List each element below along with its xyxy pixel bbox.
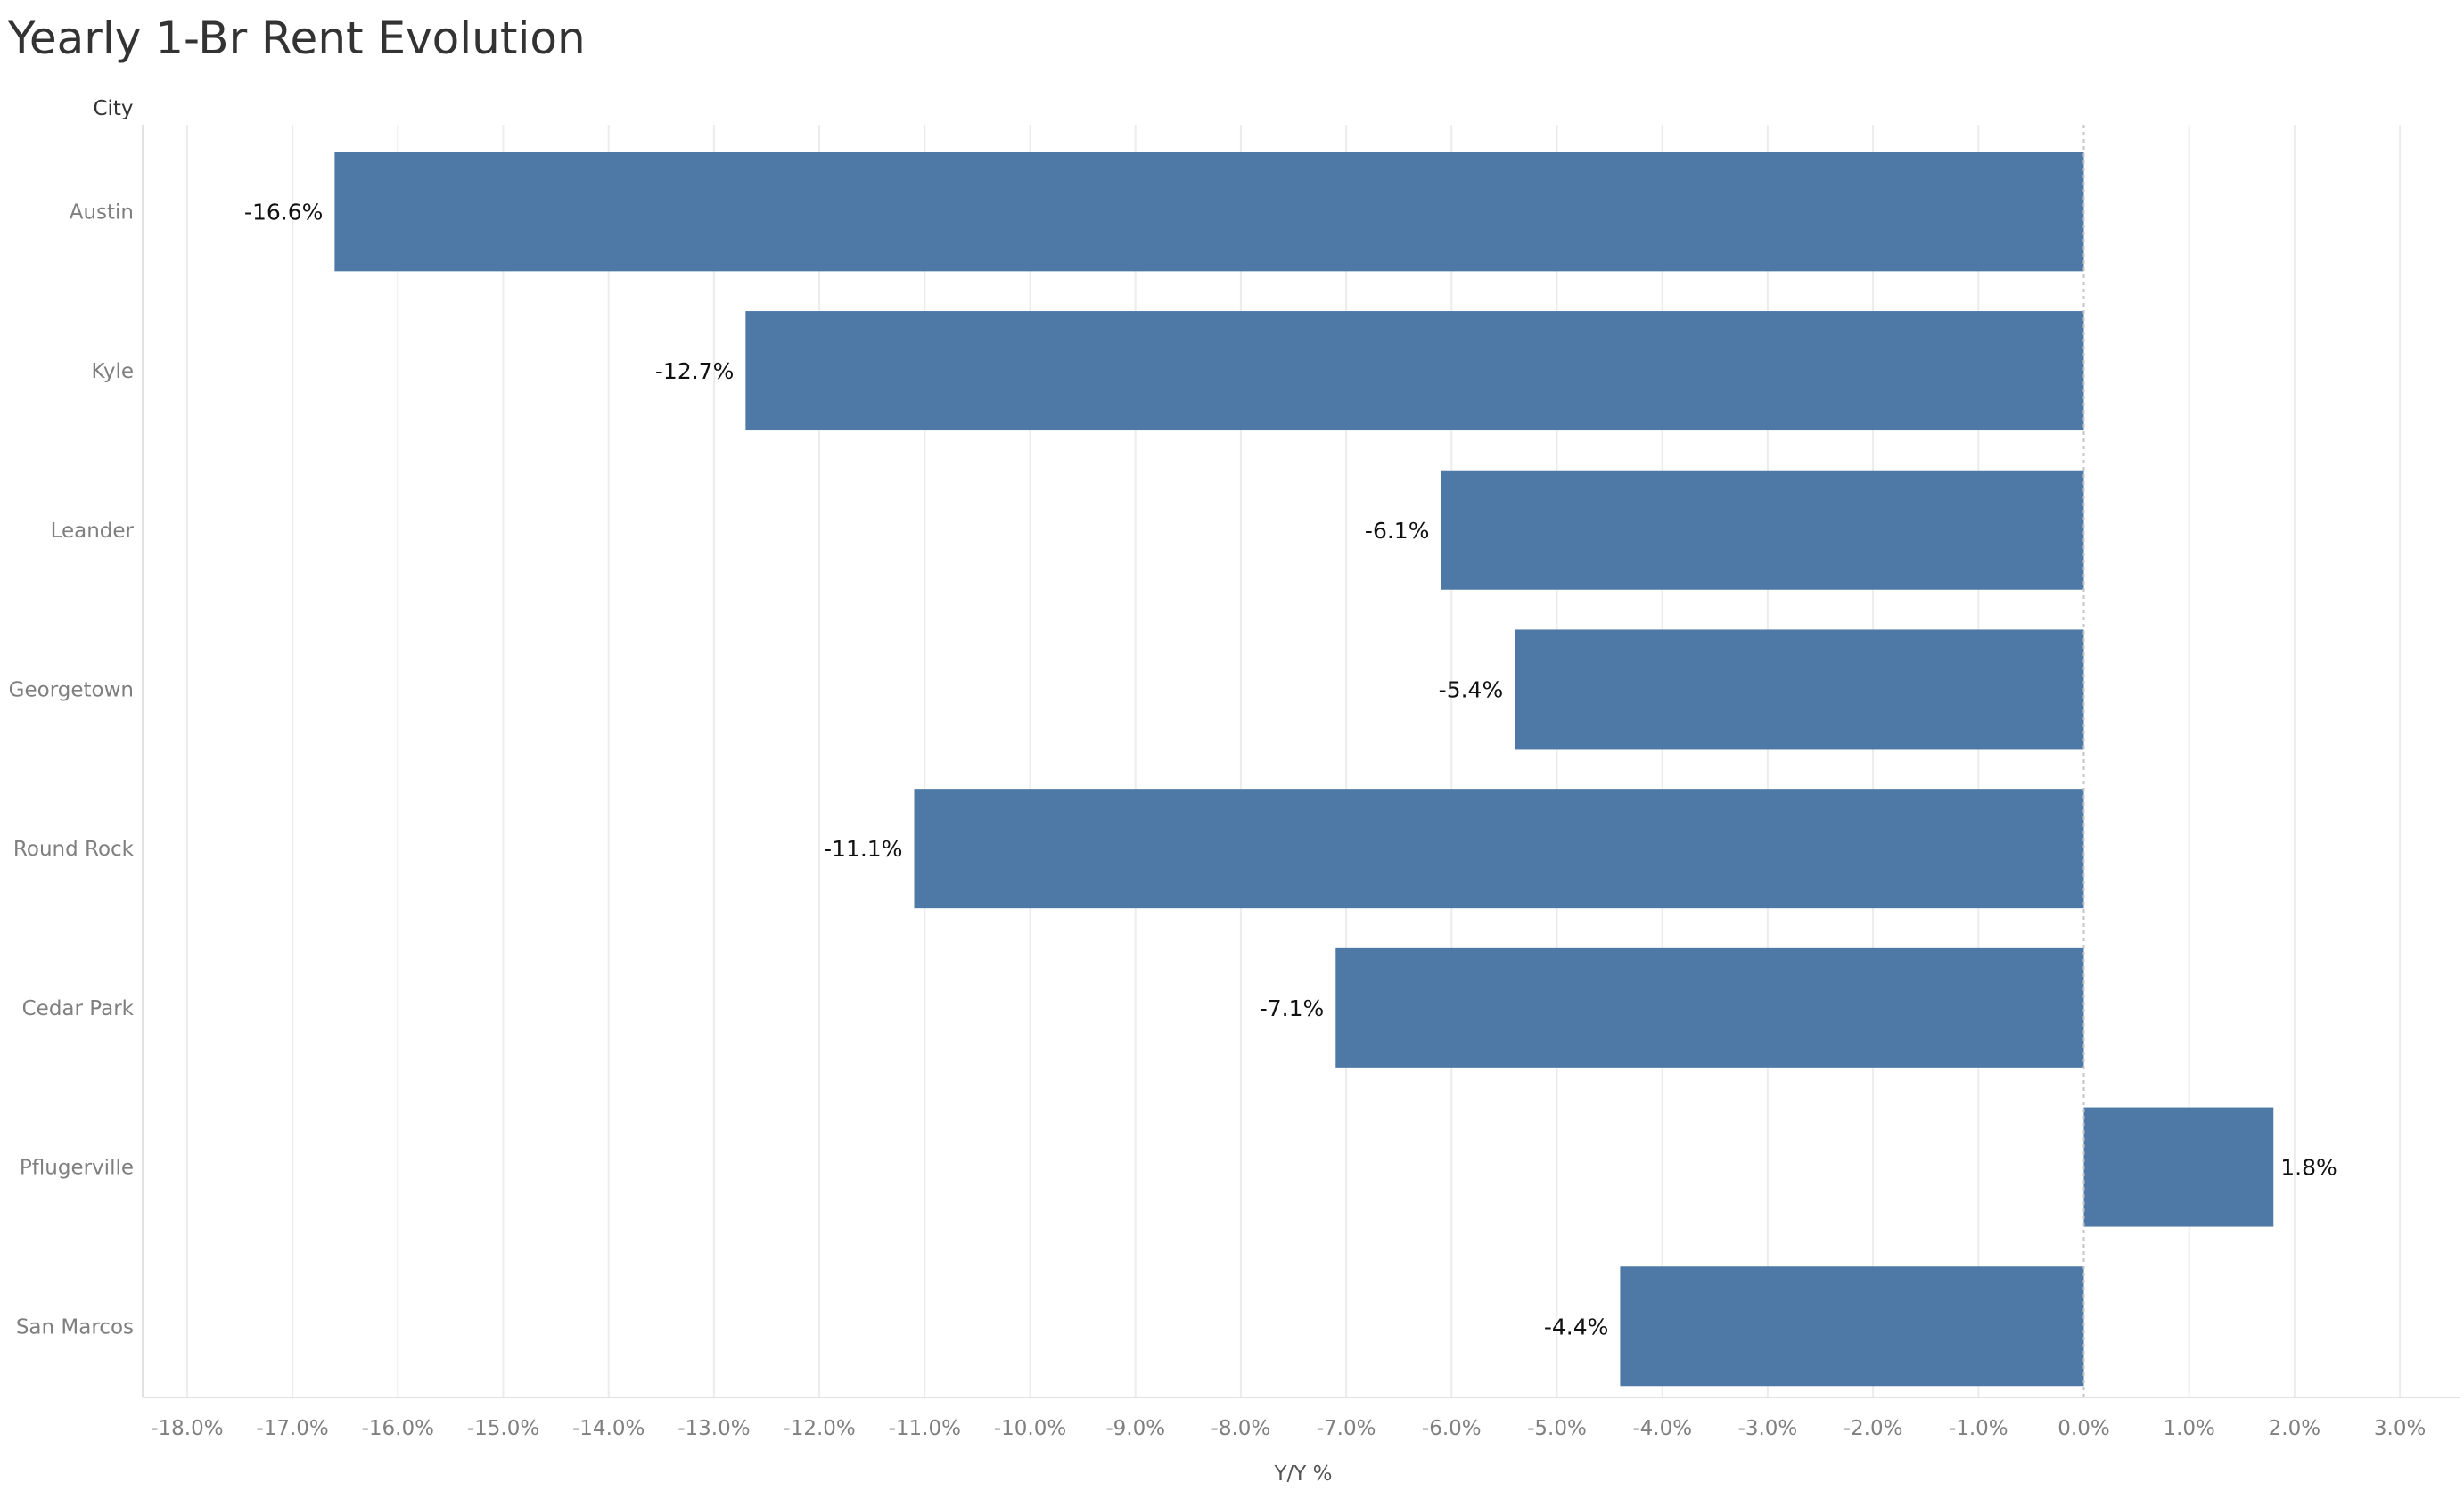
x-tick-label: -4.0% xyxy=(1632,1417,1692,1440)
x-tick-label: -3.0% xyxy=(1738,1417,1798,1440)
category-label: Round Rock xyxy=(13,838,135,861)
category-label: Pflugerville xyxy=(20,1157,134,1180)
bar-kyle xyxy=(745,311,2084,431)
x-tick-label: -12.0% xyxy=(783,1417,855,1440)
category-label: Kyle xyxy=(91,360,134,383)
x-tick-label: 3.0% xyxy=(2374,1417,2426,1440)
x-tick-label: -9.0% xyxy=(1105,1417,1165,1440)
x-tick-label: -11.0% xyxy=(889,1417,961,1440)
bar-austin xyxy=(334,152,2084,272)
data-label: -12.7% xyxy=(655,358,734,384)
data-label: -4.4% xyxy=(1544,1314,1609,1339)
row-header-label: City xyxy=(93,97,133,120)
bar-georgetown xyxy=(1515,629,2084,750)
bar-cedar-park xyxy=(1335,947,2084,1068)
category-label: San Marcos xyxy=(16,1315,134,1339)
category-label: Leander xyxy=(51,520,135,543)
axis-layer: -18.0% -17.0% -16.0% -15.0% -14.0% -13.0% -12.… xyxy=(93,97,2460,1486)
labels-layer: Austin -16.6% Kyle -12.7% Leander -6.1% George… xyxy=(9,199,2337,1339)
data-label: -5.4% xyxy=(1439,676,1504,702)
x-tick-label: -5.0% xyxy=(1527,1417,1587,1440)
x-tick-label: -10.0% xyxy=(994,1417,1066,1440)
bar-san-marcos xyxy=(1620,1266,2084,1387)
x-tick-label: -1.0% xyxy=(1949,1417,2008,1440)
x-tick-label: -2.0% xyxy=(1844,1417,1903,1440)
x-tick-label: -8.0% xyxy=(1211,1417,1271,1440)
x-tick-label: -7.0% xyxy=(1317,1417,1376,1440)
x-tick-label: -16.0% xyxy=(362,1417,434,1440)
x-tick-label: -13.0% xyxy=(678,1417,750,1440)
bar-leander xyxy=(1441,470,2084,590)
bars-layer xyxy=(334,152,2274,1387)
x-tick-label: 1.0% xyxy=(2163,1417,2214,1440)
chart-title: Yearly 1-Br Rent Evolution xyxy=(8,12,586,64)
data-label: -7.1% xyxy=(1260,995,1325,1021)
bar-round-rock xyxy=(914,789,2084,909)
data-label: -16.6% xyxy=(244,199,323,225)
category-label: Cedar Park xyxy=(22,997,135,1020)
x-tick-label: -15.0% xyxy=(467,1417,539,1440)
data-label: -6.1% xyxy=(1365,518,1430,544)
data-label: 1.8% xyxy=(2280,1155,2337,1181)
x-tick-label: -6.0% xyxy=(1422,1417,1482,1440)
x-tick-label: 2.0% xyxy=(2269,1417,2320,1440)
category-label: Georgetown xyxy=(9,678,134,701)
x-tick-label: -14.0% xyxy=(572,1417,645,1440)
bar-pflugerville xyxy=(2083,1107,2274,1227)
x-tick-label: 0.0% xyxy=(2057,1417,2109,1440)
data-label: -11.1% xyxy=(824,836,902,862)
x-tick-label: -17.0% xyxy=(256,1417,328,1440)
x-axis-title: Y/Y % xyxy=(1273,1462,1332,1486)
category-label: Austin xyxy=(70,201,134,224)
x-tick-label: -18.0% xyxy=(151,1417,223,1440)
